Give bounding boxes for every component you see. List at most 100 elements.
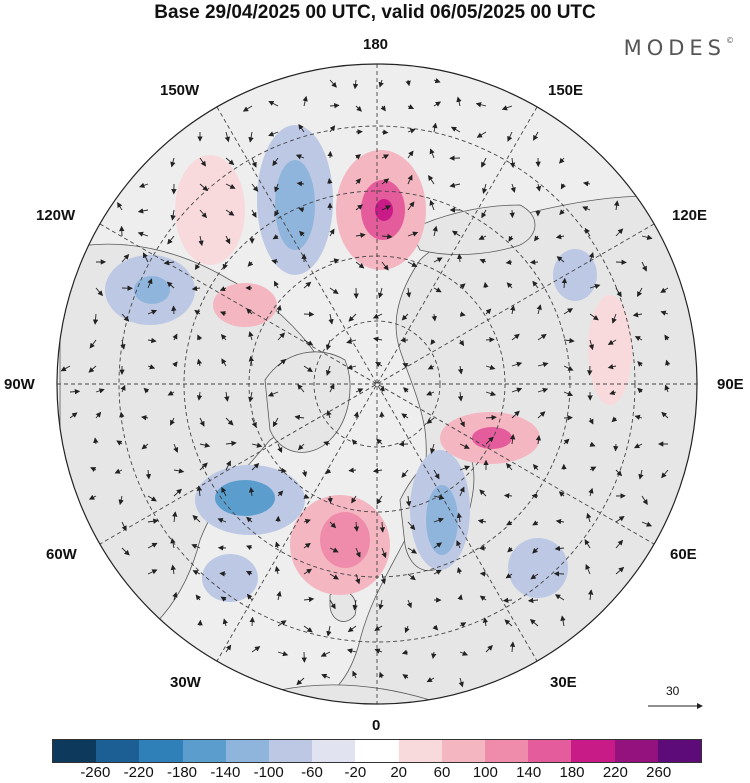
wind-arrow [301,469,308,478]
wind-arrow [529,259,539,265]
wind-arrow [537,411,546,419]
wind-arrow [199,417,205,427]
wind-arrow [303,281,312,289]
wind-arrow [457,594,463,601]
brand-text: MODES [623,36,726,60]
wind-arrow [507,546,514,553]
wind-arrow [120,339,126,350]
wind-arrow [589,441,596,447]
wind-arrow [483,281,489,289]
wind-arrow [276,304,282,315]
anomaly-shading [105,125,632,602]
wind-arrow [660,287,669,293]
wind-arrow [459,283,466,289]
wind-arrow [372,313,383,319]
wind-arrow [633,443,643,449]
wind-arrow [194,261,201,271]
wind-arrow [502,597,513,604]
wind-arrow [147,542,158,549]
wind-arrow [147,364,156,370]
wind-arrow [407,104,415,110]
wind-arrow [139,182,149,188]
wind-arrow [89,339,97,349]
wind-arrow [615,469,623,477]
wind-arrow [373,336,383,342]
wind-arrow [478,234,487,240]
wind-arrow [407,128,416,134]
wind-arrow [561,277,568,289]
wind-arrow [532,280,539,289]
wind-arrow [224,131,230,143]
wind-arrow [353,411,359,419]
wind-arrow [381,205,392,211]
wind-arrow [246,593,253,601]
wind-arrow [251,462,260,471]
wind-arrow [145,469,152,480]
wind-arrow [506,282,513,289]
colorbar-swatch [53,740,97,762]
colorbar-tick-label: -260 [80,764,111,781]
wind-arrow [456,96,462,107]
colorbar-tick-label: 180 [559,764,585,781]
wind-arrow [615,539,624,549]
greenland [264,351,351,453]
wind-arrow [329,599,336,610]
wind-arrow [195,594,202,601]
wind-arrow [588,339,594,351]
wind-arrow [664,384,670,393]
wind-arrow [88,365,97,373]
anomaly-central-asia [588,295,632,405]
wind-arrow [303,542,311,549]
wind-arrow [355,232,366,238]
wind-arrow [60,365,71,372]
wind-arrow [351,495,357,504]
wind-arrow [303,625,313,633]
wind-arrow [329,79,337,88]
wind-arrow [141,415,149,421]
wind-arrow [485,414,497,421]
wind-arrow [163,260,175,266]
wind-arrow [329,521,337,529]
wind-arrow [192,514,201,523]
wind-arrow [563,438,570,445]
wind-arrow [459,465,471,471]
wind-arrow [222,618,228,627]
wind-arrow [274,565,281,575]
colorbar-tick-label: 100 [472,764,498,781]
wind-arrow [142,252,149,263]
wind-arrow [615,515,625,523]
wind-arrow [613,443,619,452]
wind-arrow [459,486,465,497]
wind-arrow [121,254,130,263]
wind-arrow [303,339,314,346]
wind-arrow [298,207,305,213]
wind-arrow [272,417,279,428]
wind-arrow [329,573,339,580]
wind-arrow [611,313,617,324]
wind-arrow [199,183,209,192]
wind-arrow [379,521,386,533]
wind-arrow [589,283,601,289]
wind-arrow [637,287,643,297]
wind-arrow [222,261,228,270]
wind-arrow [433,101,442,107]
wind-arrow [560,183,566,190]
wind-arrow [170,417,175,426]
wind-arrow [511,410,520,419]
wind-arrow [485,364,496,370]
wind-arrow [197,334,203,341]
wind-arrow [407,573,416,581]
wind-arrow [563,391,574,397]
wind-arrow [198,235,204,247]
wind-arrow [329,547,339,553]
wind-arrow [219,311,227,317]
wind-arrow [634,414,643,420]
wind-arrow [274,541,281,549]
wind-arrow [143,387,150,394]
wind-arrow [346,648,357,654]
wind-arrow [277,490,284,497]
wind-arrow [404,625,410,634]
wind-arrow [166,281,175,289]
wind-arrow [277,443,283,454]
colorbar-swatch [312,740,356,762]
